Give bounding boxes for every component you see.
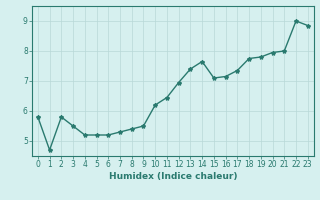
X-axis label: Humidex (Indice chaleur): Humidex (Indice chaleur) <box>108 172 237 181</box>
